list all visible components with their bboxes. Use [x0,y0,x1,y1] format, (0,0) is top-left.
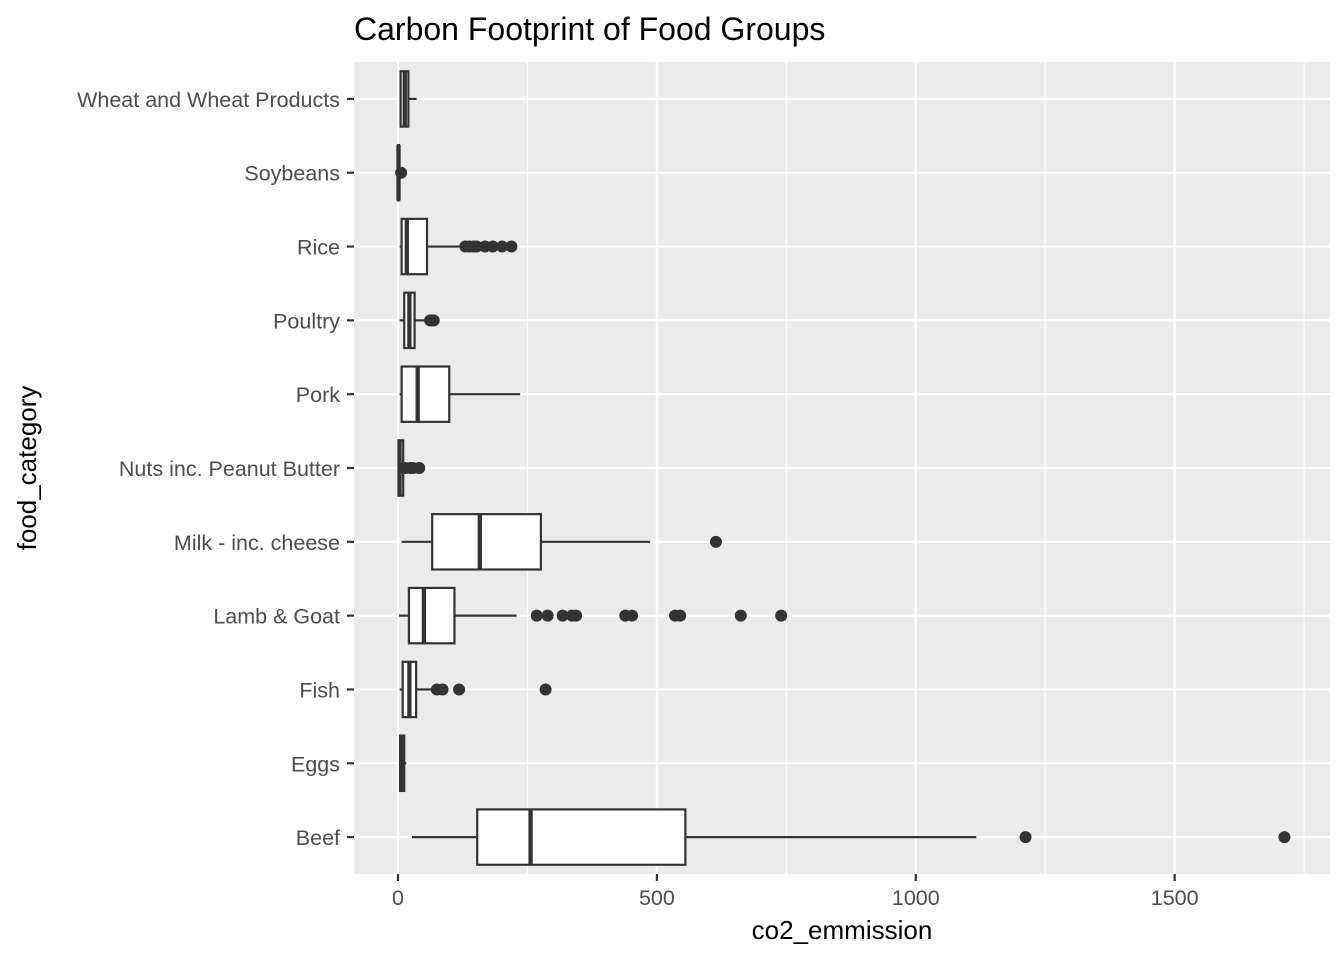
grid-major [354,62,1330,874]
box-iqr [400,365,451,423]
box-iqr [407,586,456,645]
x-tick-label: 1500 [1151,886,1199,910]
x-axis: 0 500 1000 1500 [392,874,1199,910]
box-iqr [431,513,543,571]
box-beef [411,808,1291,866]
box-lamb-goat [399,586,788,645]
x-tick-label: 500 [639,886,675,910]
outlier-point [496,240,509,253]
box-nuts-inc-peanut-butter [397,439,426,497]
box-eggs [398,734,407,793]
box-fish [399,660,552,719]
x-tick-label: 1000 [892,886,940,910]
box-wheat-and-wheat-products [399,70,417,128]
x-axis-title: co2_emmission [752,915,933,945]
outlier-point [505,240,518,253]
box-soybeans [395,143,408,202]
outlier-point [436,683,449,696]
outlier-point [674,609,687,622]
y-tick-label: Milk - inc. cheese [174,531,340,555]
outlier-point [539,683,552,696]
y-tick-label: Beef [296,826,340,850]
boxes-layer [395,70,1291,866]
y-tick-label: Eggs [291,752,340,776]
outlier-point [556,609,569,622]
outlier-point [486,240,499,253]
outlier-point [453,683,466,696]
outlier-point [775,609,788,622]
outlier-point [1278,831,1291,844]
box-iqr [476,808,687,866]
box-rice [399,217,518,276]
y-tick-label: Poultry [273,309,340,333]
box-milk-inc-cheese [401,513,722,571]
box-pork [399,365,521,423]
y-axis: Wheat and Wheat Products Soybeans Rice Poul… [77,88,354,850]
y-axis-title: food_category [12,386,42,551]
chart-title: Carbon Footprint of Food Groups [354,11,825,47]
y-tick-label: Fish [299,678,340,702]
outlier-point [470,240,483,253]
outlier-point [734,609,747,622]
outlier-point [541,609,554,622]
outlier-point [427,314,440,327]
y-tick-label: Soybeans [244,162,340,186]
box-poultry [399,291,440,350]
y-tick-label: Nuts inc. Peanut Butter [119,457,340,481]
outlier-point [570,609,583,622]
outlier-point [395,166,408,179]
y-tick-label: Wheat and Wheat Products [77,88,340,112]
x-tick-label: 0 [392,886,404,910]
y-tick-label: Rice [297,236,340,260]
outlier-point [709,535,722,548]
y-tick-label: Pork [296,383,340,407]
outlier-point [1019,831,1032,844]
y-tick-label: Lamb & Goat [213,605,340,629]
outlier-point [626,609,639,622]
outlier-point [530,609,543,622]
outlier-point [413,462,426,474]
